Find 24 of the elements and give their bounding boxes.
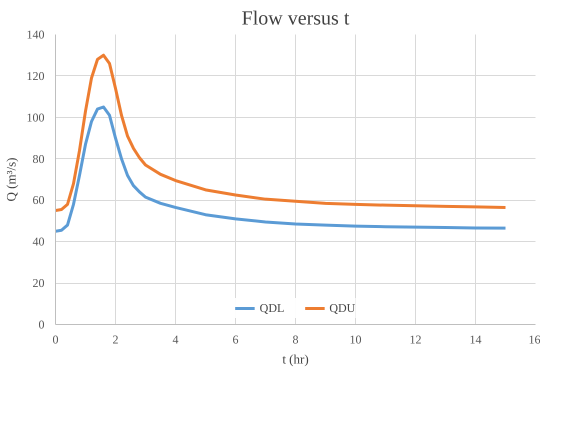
legend-label: QDU bbox=[329, 300, 356, 316]
x-tick-label: 6 bbox=[232, 332, 238, 346]
y-tick-label: 40 bbox=[32, 234, 44, 249]
y-tick-label: 120 bbox=[26, 68, 44, 83]
line-series bbox=[56, 106, 507, 233]
x-axis-title: t (hr) bbox=[282, 352, 309, 366]
y-tick-label: 20 bbox=[32, 276, 44, 290]
y-tick-label: 0 bbox=[38, 318, 44, 332]
x-tick-label: 2 bbox=[112, 332, 118, 346]
x-tick-label: 0 bbox=[52, 332, 58, 346]
y-tick-label: 60 bbox=[32, 193, 44, 208]
x-tick-label: 8 bbox=[292, 332, 298, 346]
line-series bbox=[56, 54, 507, 212]
x-tick-label: 10 bbox=[350, 332, 362, 346]
x-tick-label: 14 bbox=[470, 332, 482, 346]
y-axis-title: Q (m³/s) bbox=[4, 158, 18, 202]
x-tick-label: 12 bbox=[410, 332, 422, 346]
y-tick-label: 80 bbox=[32, 152, 44, 166]
chart-title: Flow versus t bbox=[242, 8, 350, 30]
y-tick-label: 100 bbox=[26, 110, 44, 124]
legend-label: QDL bbox=[260, 300, 284, 316]
x-tick-label: 16 bbox=[528, 332, 540, 346]
y-tick-label: 140 bbox=[26, 28, 44, 42]
x-tick-label: 4 bbox=[172, 332, 178, 346]
